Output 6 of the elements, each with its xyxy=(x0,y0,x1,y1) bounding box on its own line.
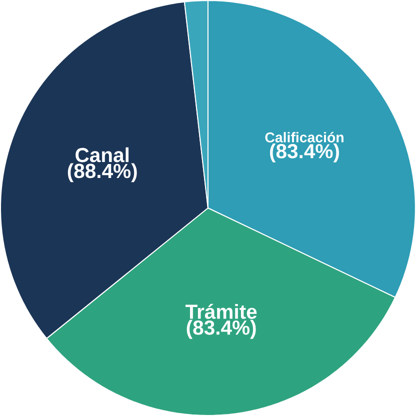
data-label: (88.4%) xyxy=(68,163,137,182)
slice-label: Calificación xyxy=(265,132,344,142)
data-label: (83.4%) xyxy=(270,143,339,162)
data-label: (83.4%) xyxy=(186,320,256,339)
slice-label: Trámite xyxy=(186,304,257,319)
slice-label: Canal xyxy=(76,147,129,162)
